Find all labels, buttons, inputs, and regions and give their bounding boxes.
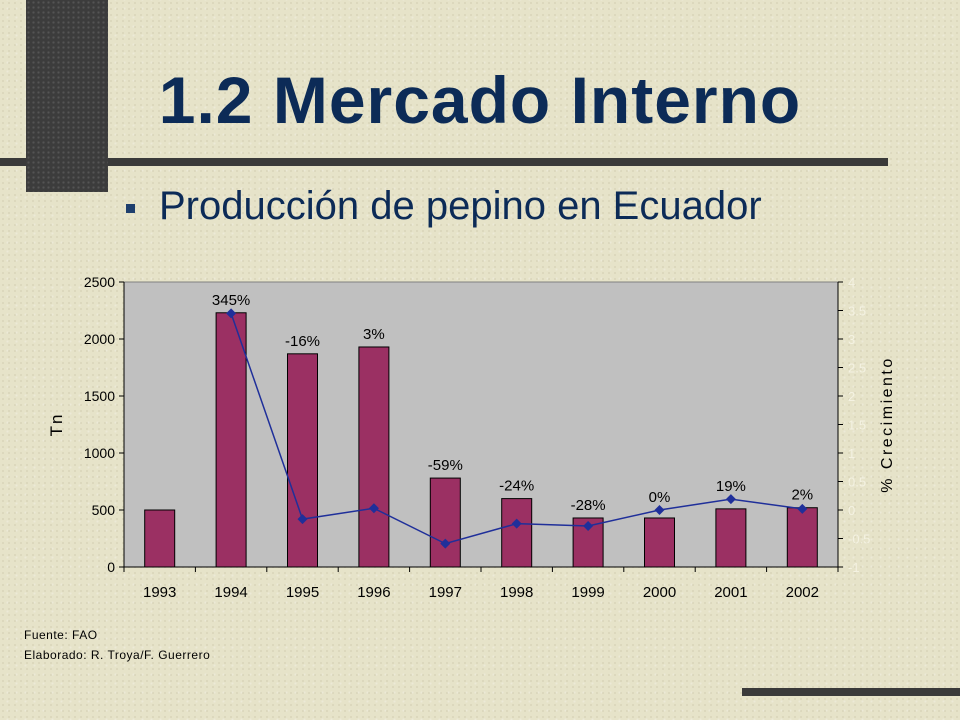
bar — [572, 517, 604, 568]
y2-tick-label: 3 — [848, 332, 855, 347]
data-label: -24% — [499, 478, 534, 495]
y-tick-label: 0 — [107, 559, 115, 575]
growth-marker — [654, 505, 665, 515]
y2-tick-label: 3.5 — [848, 304, 866, 319]
y-tick-label: 500 — [92, 502, 116, 518]
y2-tick-label: 1 — [848, 446, 855, 461]
source-note: Fuente: FAO — [24, 628, 98, 642]
x-tick-label: 1993 — [143, 584, 176, 601]
growth-marker — [297, 514, 308, 525]
growth-marker — [583, 520, 594, 531]
bar — [358, 346, 390, 568]
x-tick-label: 1998 — [500, 584, 533, 601]
title-divider — [108, 158, 888, 166]
x-tick-label: 2002 — [786, 584, 819, 601]
data-label: -28% — [571, 497, 606, 514]
data-label: -59% — [428, 457, 463, 474]
bar — [287, 353, 318, 568]
growth-marker — [226, 308, 237, 319]
x-tick-label: 1996 — [357, 584, 390, 601]
x-tick-label: 2001 — [714, 584, 747, 601]
corner-bar — [742, 688, 960, 696]
y2-tick-label: 1.5 — [848, 418, 866, 433]
x-tick-label: 1997 — [429, 584, 462, 601]
bullet-item: Producción de pepino en Ecuador — [126, 184, 762, 229]
y-tick-label: 1500 — [84, 388, 115, 404]
y2-axis-title: % Crecimiento — [879, 356, 896, 493]
author-note: Elaborado: R. Troya/F. Guerrero — [24, 648, 211, 662]
y-tick-label: 2500 — [84, 274, 115, 290]
bar — [144, 509, 176, 568]
y2-tick-label: -1 — [848, 560, 860, 575]
bar — [786, 507, 818, 568]
growth-marker — [440, 538, 451, 549]
bullet-square-icon — [126, 204, 135, 213]
y2-tick-label: 2.5 — [848, 361, 866, 376]
y2-tick-label: -0.5 — [848, 532, 870, 547]
y-axis-title: Tn — [47, 413, 66, 437]
slide-subtitle: Producción de pepino en Ecuador — [159, 184, 762, 228]
data-label: 345% — [212, 292, 250, 309]
y2-tick-label: 0.5 — [848, 475, 866, 490]
growth-marker — [368, 503, 379, 514]
data-label: -16% — [285, 333, 320, 350]
x-tick-label: 1999 — [571, 584, 604, 601]
bar — [715, 508, 747, 568]
data-label: 3% — [363, 326, 385, 343]
growth-marker — [511, 518, 522, 529]
y2-tick-label: 4 — [848, 275, 855, 290]
y-tick-label: 2000 — [84, 331, 115, 347]
production-chart: 0 500 1000 1500 2000 2500 Tn -1 -0.5 0 0.5 1 1.5 2 2.5… — [47, 274, 896, 601]
title-divider-left — [0, 158, 26, 166]
bar — [429, 477, 461, 568]
slide-title: 1.2 Mercado Interno — [158, 63, 802, 137]
growth-marker — [797, 503, 808, 514]
y-tick-label: 1000 — [84, 445, 115, 461]
bar — [215, 312, 247, 568]
y2-tick-label: 0 — [848, 503, 855, 518]
data-label: 19% — [716, 478, 746, 495]
y2-tick-label: 2 — [848, 389, 855, 404]
x-tick-label: 2000 — [643, 584, 676, 601]
x-tick-label: 1995 — [286, 584, 319, 601]
growth-marker — [725, 494, 736, 505]
decorative-square — [26, 0, 108, 192]
bar — [644, 517, 675, 568]
x-tick-label: 1994 — [214, 584, 247, 601]
bar — [501, 498, 533, 568]
data-label: 0% — [649, 489, 671, 506]
data-label: 2% — [791, 487, 813, 504]
